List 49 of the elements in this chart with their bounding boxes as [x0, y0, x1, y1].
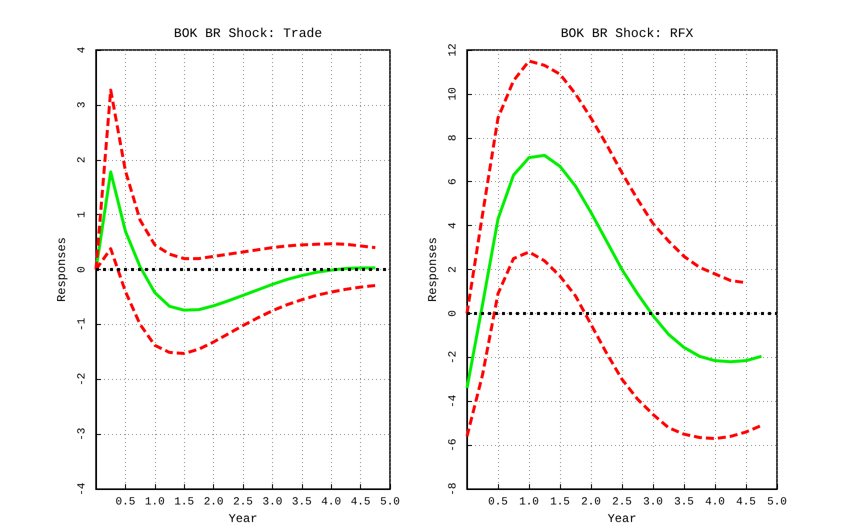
x-axis-title: Year — [228, 512, 258, 526]
y-tick-label: 6 — [448, 178, 460, 186]
x-tick-label: 1.0 — [519, 496, 539, 509]
x-tick-label: 1.0 — [144, 496, 165, 509]
chart-title: BOK BR Shock: RFX — [560, 26, 694, 41]
x-tick-label: 3.0 — [262, 496, 282, 509]
chart-title: BOK BR Shock: Trade — [174, 26, 322, 41]
x-tick-label: 3.5 — [674, 496, 694, 509]
x-tick-label: 5.0 — [380, 496, 400, 509]
y-tick-label: -2 — [76, 372, 88, 386]
y-tick-label: -8 — [448, 482, 460, 496]
y-tick-label: -6 — [448, 438, 460, 452]
y-tick-label: 10 — [448, 87, 460, 101]
x-tick-label: 1.5 — [550, 496, 570, 509]
x-tick-label: 2.5 — [233, 496, 253, 509]
x-tick-label: 4.5 — [736, 496, 756, 509]
x-axis-title: Year — [608, 512, 636, 526]
y-tick-label: -1 — [76, 317, 88, 332]
y-tick-label: 4 — [448, 222, 460, 229]
x-tick-label: 4.0 — [705, 496, 725, 509]
x-tick-label: 4.5 — [350, 496, 371, 509]
y-tick-label: -4 — [448, 394, 460, 408]
y-tick-label: 2 — [448, 266, 460, 273]
y-axis-title: Responses — [426, 237, 440, 302]
y-tick-label: -2 — [448, 350, 460, 364]
x-tick-label: 5.0 — [767, 496, 787, 509]
x-tick-label: 2.0 — [581, 496, 601, 509]
y-tick-label: 1 — [76, 210, 88, 218]
x-tick-label: 0.5 — [115, 496, 136, 509]
x-tick-label: 2.0 — [204, 496, 224, 509]
y-tick-label: 3 — [76, 102, 88, 108]
y-tick-label: 0 — [76, 266, 88, 273]
y-tick-label: 0 — [448, 310, 460, 317]
y-tick-label: 12 — [448, 43, 460, 57]
y-tick-label: 8 — [448, 134, 460, 142]
line-series — [466, 154, 763, 390]
x-tick-label: 1.5 — [174, 496, 194, 509]
y-tick-label: 2 — [76, 156, 88, 164]
x-tick-label: 4.0 — [321, 496, 342, 509]
y-axis-title: Responses — [55, 237, 69, 302]
line-series — [466, 250, 763, 440]
x-tick-label: 3.5 — [292, 496, 312, 509]
x-tick-label: 0.5 — [488, 496, 508, 509]
x-tick-label: 3.0 — [643, 496, 663, 509]
line-series — [94, 170, 377, 312]
y-tick-label: 4 — [76, 46, 88, 54]
x-tick-label: 2.5 — [612, 496, 632, 509]
y-tick-label: -3 — [76, 428, 88, 441]
y-tick-label: -4 — [76, 482, 88, 496]
